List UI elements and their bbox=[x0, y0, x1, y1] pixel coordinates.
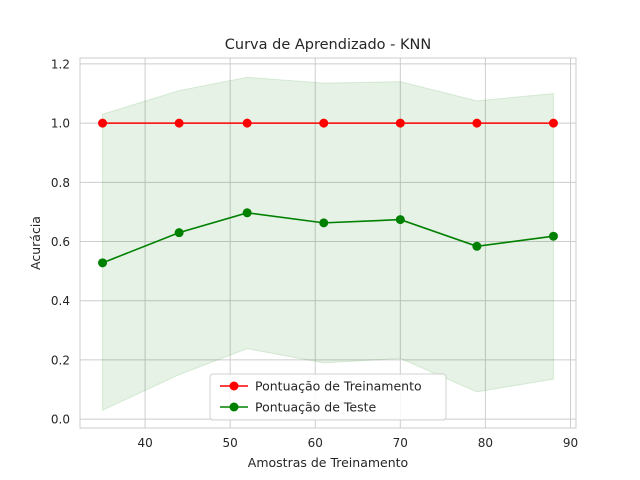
y-tick-label: 1.0 bbox=[51, 117, 70, 131]
x-axis-label: Amostras de Treinamento bbox=[248, 455, 408, 470]
x-tick-label: 50 bbox=[223, 436, 238, 450]
x-tick-label: 80 bbox=[478, 436, 493, 450]
plot-area: 40 50 60 70 80 90 0.0 0.2 0.4 0.6 0.8 1.0 1.2 bbox=[51, 57, 578, 450]
legend-box bbox=[209, 373, 447, 421]
series-2-point bbox=[242, 208, 252, 218]
axes-background bbox=[80, 58, 576, 428]
y-tick-label: 0.2 bbox=[51, 353, 70, 367]
series-2-point bbox=[174, 228, 184, 238]
series-1-point bbox=[395, 118, 405, 128]
y-tick-label: 1.2 bbox=[51, 57, 70, 71]
legend-marker-swatch bbox=[229, 402, 239, 412]
axes-frame bbox=[79, 57, 577, 429]
legend-entry-label: Pontuação de Teste bbox=[255, 400, 377, 415]
series-1-point bbox=[98, 118, 108, 128]
chart-title: Curva de Aprendizado - KNN bbox=[225, 37, 431, 53]
y-tick-label: 0.4 bbox=[51, 294, 70, 308]
x-tick-label: 90 bbox=[563, 436, 578, 450]
test-score-confidence-band bbox=[102, 76, 554, 412]
x-tick-label: 60 bbox=[308, 436, 323, 450]
series-2-point bbox=[319, 218, 329, 228]
series-2-point bbox=[395, 215, 405, 225]
series-1-point bbox=[319, 118, 329, 128]
y-tick-label: 0.0 bbox=[51, 413, 70, 427]
legend-entry-label: Pontuação de Treinamento bbox=[255, 379, 422, 394]
x-tick-label: 70 bbox=[393, 436, 408, 450]
series-2-point bbox=[472, 241, 482, 251]
series-1-point bbox=[472, 118, 482, 128]
series-1-point bbox=[548, 118, 558, 128]
series-1-point bbox=[242, 118, 252, 128]
series-2-point bbox=[548, 231, 558, 241]
series-1-point bbox=[174, 118, 184, 128]
series-2-point bbox=[98, 258, 108, 268]
y-tick-label: 0.8 bbox=[51, 176, 70, 190]
legend-marker-swatch bbox=[229, 381, 239, 391]
x-tick-label: 40 bbox=[137, 436, 152, 450]
y-tick-label: 0.6 bbox=[51, 235, 70, 249]
legend: Pontuação de Treinamento Pontuação de Tes… bbox=[209, 373, 447, 421]
y-axis-label: Acurácia bbox=[28, 216, 43, 270]
